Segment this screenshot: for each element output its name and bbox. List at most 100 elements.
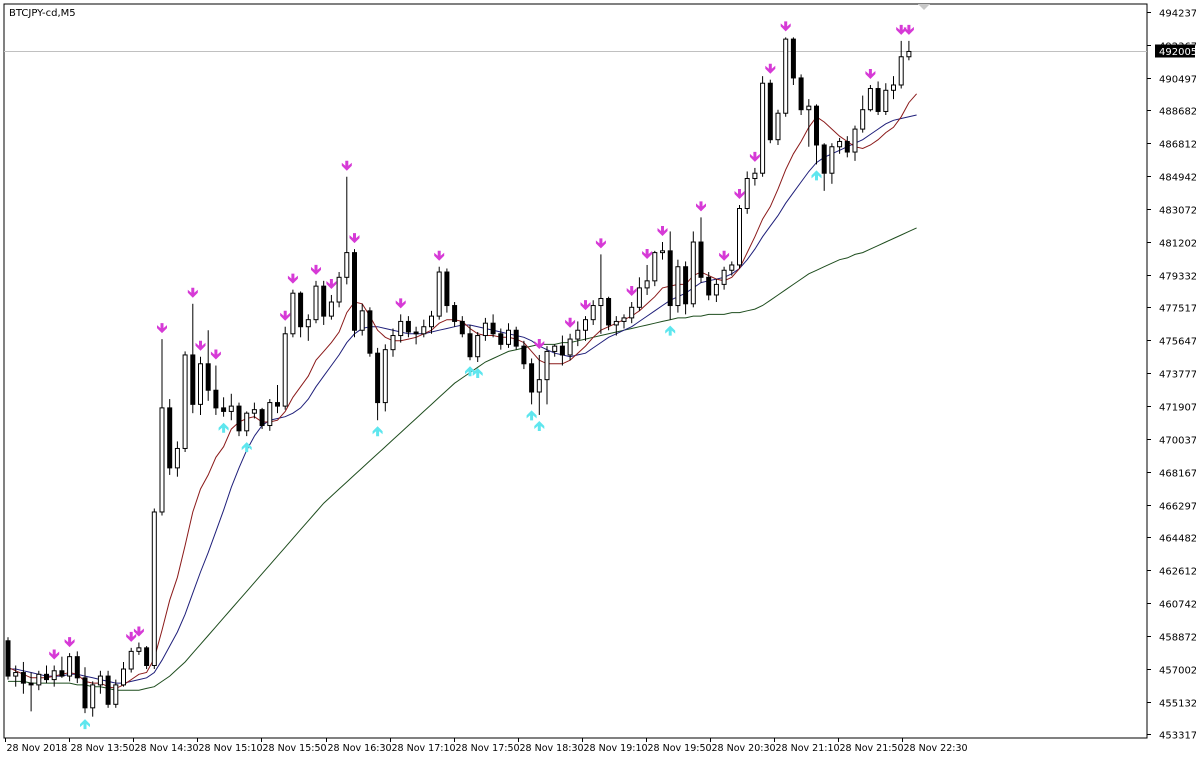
candle [221, 397, 227, 417]
candle-body-up [398, 320, 404, 337]
candle-body-down [82, 677, 88, 709]
candle-body-up [128, 650, 134, 670]
candle [467, 324, 473, 361]
candle-body-down [352, 252, 357, 331]
candle [352, 249, 357, 338]
candle [167, 399, 173, 475]
price-tick-label: 453317 [1159, 731, 1196, 742]
time-tick-label: 28 Nov 21:50 [840, 743, 904, 754]
candle [621, 314, 627, 329]
candle-body-down [213, 389, 219, 409]
fractal-down-arrow-icon [534, 338, 545, 349]
candle [452, 302, 458, 327]
candle [429, 310, 434, 334]
candle-body-down [606, 297, 612, 326]
candle-body-up [729, 264, 735, 271]
fractal-down-arrow-icon [565, 317, 576, 328]
price-tick-label: 473777 [1159, 370, 1196, 381]
candle-body-up [159, 407, 165, 513]
candle-body-up [313, 285, 319, 321]
candle-body-down [698, 241, 704, 278]
candle-body-down [28, 682, 34, 686]
candle [328, 294, 334, 320]
candle-body-up [883, 89, 889, 112]
candle-body-down [221, 407, 227, 412]
candle [5, 637, 11, 680]
candle [105, 670, 111, 708]
candle [775, 109, 781, 145]
candle-body-up [737, 208, 742, 266]
price-tick-label: 455132 [1159, 699, 1196, 710]
candle-body-up [644, 280, 650, 289]
candle [521, 340, 527, 370]
fractal-down-arrow-icon [187, 287, 198, 298]
candle [814, 104, 819, 165]
fractal-down-arrow-icon [49, 649, 60, 660]
fractal-down-arrow-icon [896, 24, 907, 35]
fractal-down-arrow-icon [865, 68, 876, 79]
candle [67, 653, 73, 682]
current-price-label-text: 492005 [1159, 47, 1196, 58]
fractal-down-arrow-icon [780, 21, 791, 32]
candle [613, 316, 619, 336]
candle-body-up [660, 250, 665, 254]
candle-body-down [375, 352, 381, 404]
candle [490, 314, 496, 338]
candle-body-up [891, 84, 896, 91]
candle [128, 647, 134, 673]
candle-body-down [444, 271, 450, 307]
fractal-down-arrow-icon [580, 300, 591, 311]
candle-body-up [429, 315, 434, 328]
candle-body-down [767, 82, 773, 141]
candle-body-down [205, 363, 211, 391]
chart-shift-marker-icon[interactable] [918, 4, 930, 10]
candle-body-up [182, 354, 188, 449]
fractal-up-arrow-icon [80, 719, 90, 730]
fractal-down-arrow-icon [595, 238, 606, 249]
candle-body-down [790, 38, 796, 79]
candle-body-up [721, 269, 727, 285]
candle-body-up [482, 322, 488, 337]
candle [906, 40, 912, 61]
time-tick-label: 28 Nov 20:30 [712, 743, 776, 754]
candle-body-up [613, 320, 619, 326]
candle-body-up [590, 305, 596, 321]
candle [729, 261, 735, 276]
candle-body-up [421, 326, 427, 335]
candle-body-down [798, 77, 804, 111]
price-tick-label: 488682 [1159, 107, 1196, 118]
fractal-up-arrow-icon [534, 420, 545, 431]
candle [144, 646, 150, 670]
candle-body-down [74, 656, 80, 679]
candle-body-up [344, 252, 350, 278]
time-tick-label: 28 Nov 17:50 [456, 743, 520, 754]
candle-body-up [382, 349, 388, 404]
fractal-down-arrow-icon [349, 233, 360, 244]
candle-body-up [675, 266, 681, 307]
candle-body-up [336, 276, 342, 303]
fractal-down-arrow-icon [195, 340, 206, 351]
candle [860, 95, 866, 133]
candle-body-up [867, 88, 873, 111]
time-tick-label: 28 Nov 19:10 [584, 743, 648, 754]
candle [413, 326, 419, 345]
candle [852, 125, 858, 161]
candle [421, 319, 427, 338]
candles [5, 37, 912, 717]
candle [151, 508, 157, 670]
candle-body-up [713, 283, 719, 296]
fractal-down-arrow-icon [133, 626, 144, 637]
candle [767, 79, 773, 144]
time-tick-label: 28 Nov 21:10 [776, 743, 840, 754]
time-axis: 28 Nov 2018 28 Nov 13:50 28 Nov 14:30 28 No… [5, 738, 968, 754]
candle-body-down [521, 345, 527, 365]
candle [583, 316, 588, 341]
candle-body-up [36, 673, 42, 686]
candle-body-up [251, 409, 257, 414]
candle [806, 99, 812, 147]
fractal-down-arrow-icon [287, 273, 298, 284]
fractal-up-arrow-icon [218, 422, 229, 433]
candle [698, 217, 704, 283]
